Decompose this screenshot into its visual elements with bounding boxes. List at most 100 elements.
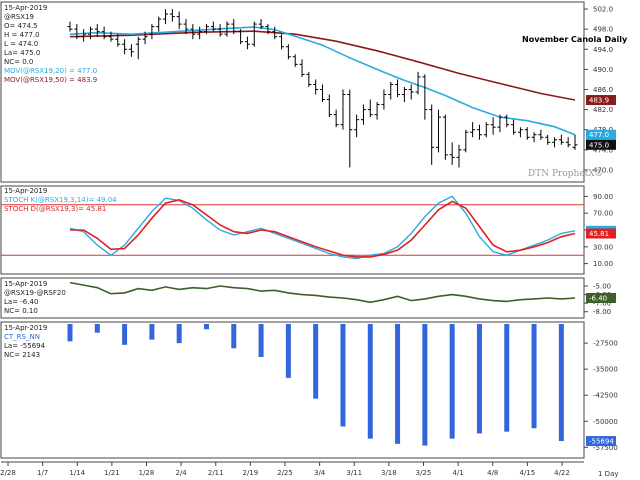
ohlc-bar xyxy=(476,124,482,140)
price-badge-text: 483.9 xyxy=(589,97,609,105)
ohlc-bar xyxy=(87,26,93,40)
ohlc-bar xyxy=(238,29,244,45)
ohlc-bar xyxy=(128,44,134,57)
ohlc-bar xyxy=(429,104,435,165)
ohlc-bar xyxy=(115,34,121,47)
ohlc-bar xyxy=(292,54,298,67)
stochastic-tick-label: 90.00 xyxy=(593,193,613,201)
ohlc-bar xyxy=(422,74,428,120)
spread-badge-bg xyxy=(586,293,616,303)
ohlc-bar xyxy=(381,89,387,110)
ohlc-bar xyxy=(449,142,455,165)
price-tick-label: 498.0 xyxy=(593,26,613,34)
spread-badge-text: -6.40 xyxy=(589,295,607,303)
spread-line xyxy=(69,281,576,304)
ohlc-bar xyxy=(94,24,100,37)
commitments-bars xyxy=(67,324,564,446)
stochastic-tick-label: 70.00 xyxy=(593,210,613,218)
commitments-tick-label: -27500 xyxy=(593,340,618,348)
commitments-panel-frame xyxy=(0,321,585,459)
commitment-bar xyxy=(176,324,182,344)
commitment-bar xyxy=(258,324,264,357)
ohlc-bar xyxy=(565,137,571,148)
commitments-value-badges: -55694 xyxy=(586,436,616,447)
commitment-bar xyxy=(203,324,209,330)
ohlc-bar xyxy=(340,89,346,130)
chart-title: November Canola Daily xyxy=(522,35,628,44)
price-legend-line: L = 474.0 xyxy=(4,40,38,48)
ohlc-bar xyxy=(67,21,73,32)
commitments-legend-line: La= -55694 xyxy=(4,342,46,350)
ohlc-bar xyxy=(101,26,107,40)
x-tick-label: 1/28 xyxy=(139,469,155,477)
commitments-legend-line: NC= 2143 xyxy=(4,351,40,359)
ohlc-bar xyxy=(388,81,394,100)
ohlc-bar xyxy=(490,117,496,135)
ohlc-bar xyxy=(545,134,551,145)
x-tick-label: 1/14 xyxy=(69,469,85,477)
ohlc-bar xyxy=(326,94,332,118)
ohlc-bar xyxy=(217,24,223,37)
price-tick-label: 490.0 xyxy=(593,66,613,74)
ohlc-bar xyxy=(203,24,209,35)
footer-period-label: 1 Day xyxy=(598,470,619,478)
stochastic-legend-line: STOCH K(@RSX19,3,14)= 49.04 xyxy=(4,196,117,204)
commitments-badge-text: -55694 xyxy=(589,438,614,446)
ohlc-bar xyxy=(442,114,448,160)
price-legend-line: La= 475.0 xyxy=(4,49,40,57)
ohlc-bar xyxy=(149,24,155,40)
ohlc-bar xyxy=(306,71,312,87)
ohlc-bar xyxy=(285,44,291,60)
price-tick-label: 482.0 xyxy=(593,106,613,114)
watermark: DTN ProphetX® xyxy=(528,169,604,179)
commitments-legend-line: CT_RS_NN xyxy=(4,333,40,341)
x-tick-label: 3/25 xyxy=(416,469,432,477)
stochastic-tick-label: 30.00 xyxy=(593,243,613,251)
spread-value-badges: -6.40 xyxy=(586,293,616,303)
ohlc-bar xyxy=(360,104,366,125)
commitment-bar xyxy=(367,324,373,439)
ohlc-bar xyxy=(395,79,401,98)
spread-legend-line: 15-Apr-2019 xyxy=(4,280,47,288)
stoch-k-path xyxy=(69,195,576,260)
x-tick-label: 2/4 xyxy=(175,469,187,477)
ohlc-bar xyxy=(163,9,169,25)
x-tick-label: 3/18 xyxy=(381,469,397,477)
commitments-badge-bg xyxy=(586,436,616,447)
ohlc-bar xyxy=(183,19,189,35)
ohlc-bar xyxy=(552,137,558,148)
stochastic-badge-bg xyxy=(586,228,616,239)
spread-tick-label: -7.00 xyxy=(593,300,611,308)
commitment-bar xyxy=(94,324,100,333)
commitments-tick-label: -42500 xyxy=(593,392,618,400)
ohlc-bar xyxy=(320,84,325,103)
x-tick-label: 3/4 xyxy=(314,469,326,477)
ohlc-bar xyxy=(408,84,414,100)
x-axis: 2/28 1/7 1/14 1/21 1/28 2/4 2/11 2/19 2/25 3/4 3/1… xyxy=(0,461,584,477)
x-tick-label: 4/22 xyxy=(554,469,570,477)
stochastic-lines xyxy=(69,195,576,260)
ohlc-bar xyxy=(436,109,442,153)
ohlc-bar xyxy=(244,36,250,50)
price-badge-bg xyxy=(586,129,616,140)
commitments-tick-label: -35000 xyxy=(593,366,618,374)
ohlc-bar xyxy=(169,9,175,22)
ohlc-bar xyxy=(272,26,278,40)
price-legend-line: MOV(@RSX19,50) = 483.9 xyxy=(4,76,97,84)
spread-panel: -5.00-6.00-7.00-8.00 -6.40 15-Apr-2019@R… xyxy=(0,277,616,319)
commitment-bar xyxy=(67,324,73,342)
price-tick-label: 474.0 xyxy=(593,146,613,154)
commitment-bar xyxy=(422,324,428,446)
price-tick-label: 486.0 xyxy=(593,86,613,94)
ohlc-bar xyxy=(401,86,407,103)
stochastic-badge-text: 45.81 xyxy=(589,230,609,238)
sma20-path xyxy=(69,26,576,136)
ohlc-bar xyxy=(483,122,489,138)
ohlc-bar xyxy=(197,26,203,40)
ohlc-bar xyxy=(415,71,421,95)
ohlc-bar xyxy=(354,114,360,138)
commitments-tick-label: -50000 xyxy=(593,418,618,426)
